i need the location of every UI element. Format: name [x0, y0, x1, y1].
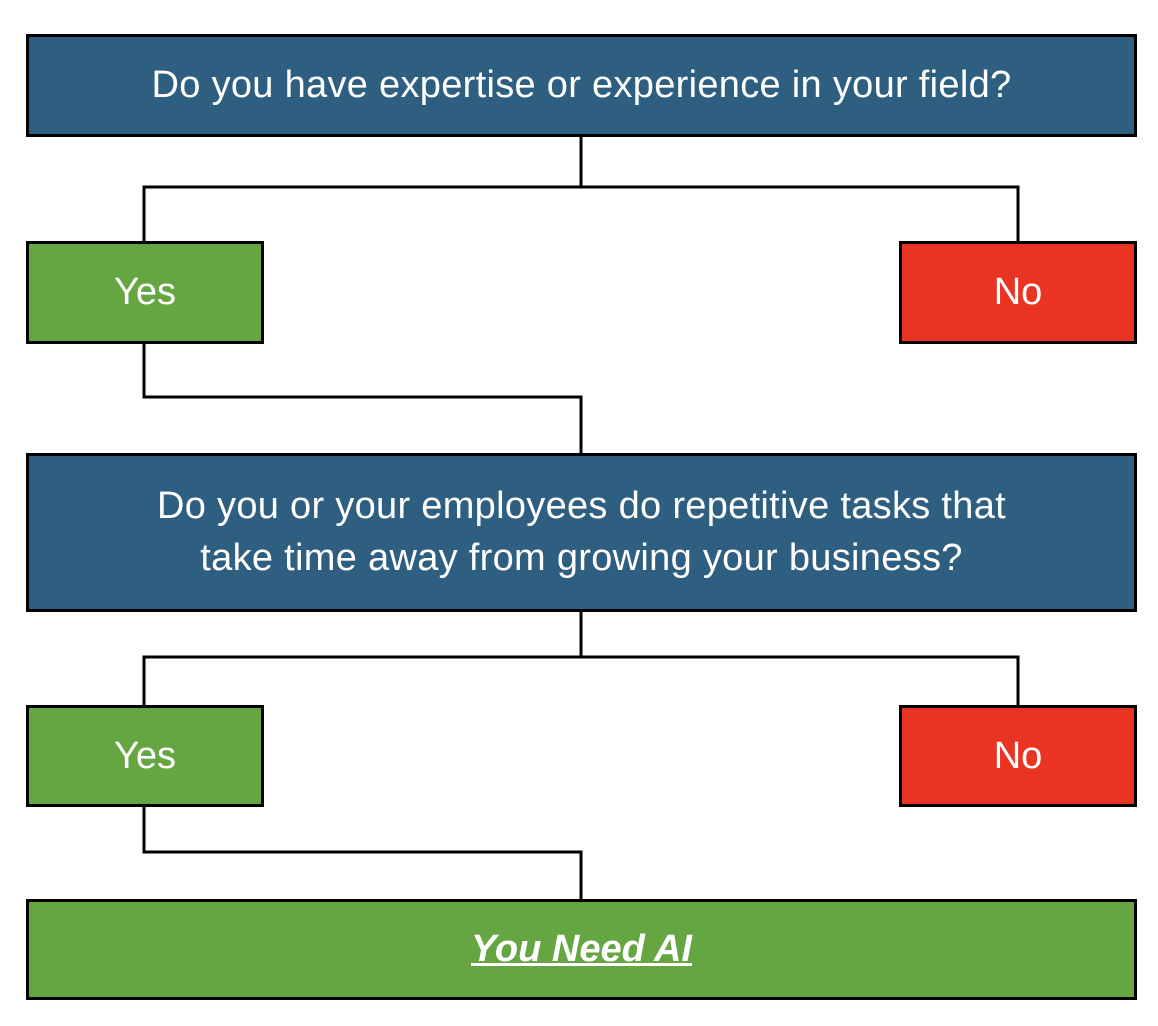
connector-q1-to-yes	[142, 136, 583, 241]
connector-yes1-to-q2	[142, 343, 583, 453]
answer-2-no-box: No	[899, 705, 1137, 807]
connector-q1-to-no	[581, 185, 1020, 241]
answer-2-yes-box: Yes	[26, 705, 264, 807]
answer-1-no-box: No	[899, 241, 1137, 344]
question-2-text-line-1: Do you or your employees do repetitive t…	[156, 485, 1006, 528]
result-box: You Need AI	[26, 899, 1137, 1000]
connector-yes2-to-result	[142, 806, 583, 899]
answer-1-no-label: No	[993, 271, 1043, 313]
connector-q2-to-yes	[142, 611, 583, 705]
result-text: You Need AI	[471, 928, 692, 970]
answer-2-no-label: No	[993, 734, 1043, 777]
question-1-box: Do you have expertise or experience in y…	[26, 34, 1137, 137]
answer-1-yes-box: Yes	[26, 241, 264, 344]
question-2-box: Do you or your employees do repetitive t…	[26, 453, 1137, 612]
answer-1-yes-label: Yes	[114, 271, 176, 313]
connector-q2-to-no	[581, 655, 1020, 705]
answer-2-yes-label: Yes	[114, 734, 176, 777]
question-2-text-line-2: take time away from growing your busines…	[200, 536, 963, 579]
question-1-text: Do you have expertise or experience in y…	[151, 63, 1012, 106]
